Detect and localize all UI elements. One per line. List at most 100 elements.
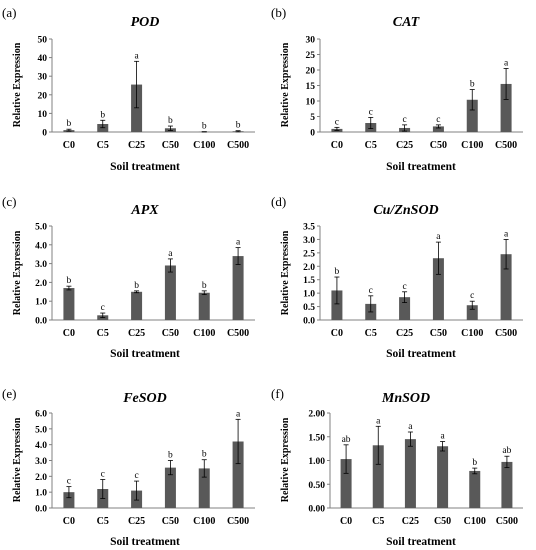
- significance-letter: b: [168, 116, 173, 126]
- significance-letter: a: [376, 416, 381, 426]
- significance-letter: b: [470, 80, 475, 90]
- x-tick-label: C25: [128, 328, 145, 339]
- x-tick-label: C25: [396, 328, 413, 339]
- bar: [63, 288, 75, 320]
- significance-letter: b: [168, 451, 173, 461]
- significance-letter: a: [236, 409, 241, 419]
- x-tick-label: C5: [97, 328, 109, 339]
- x-axis-label: Soil treatment: [110, 536, 180, 548]
- panel-label: (e): [2, 386, 16, 401]
- y-tick-label: 0.0: [303, 317, 315, 327]
- significance-letter: b: [335, 267, 340, 277]
- y-tick-label: 2.0: [35, 279, 47, 289]
- bar: [501, 461, 513, 508]
- bar: [500, 83, 512, 132]
- y-axis-label: Relative Expression: [12, 42, 23, 127]
- chart-panel-5: (e) FeSOD Relative Expression Soil treatmen…: [2, 386, 255, 548]
- x-tick-label: C25: [396, 140, 413, 151]
- significance-letter: c: [402, 115, 406, 125]
- y-tick-label: 15: [306, 82, 316, 92]
- y-tick-label: 50: [38, 36, 48, 46]
- x-tick-label: C50: [434, 516, 451, 527]
- bar: [131, 291, 143, 320]
- y-axis-label: Relative Expression: [280, 417, 291, 502]
- significance-letter: c: [470, 291, 474, 301]
- bar: [372, 445, 384, 508]
- bar: [466, 305, 478, 320]
- x-tick-label: C500: [496, 516, 518, 527]
- y-tick-label: 30: [38, 73, 48, 83]
- x-tick-label: C100: [193, 516, 215, 527]
- y-tick-label: 1.0: [35, 298, 47, 308]
- y-tick-label: 2.5: [303, 249, 315, 259]
- significance-letter: b: [202, 450, 207, 460]
- x-tick-label: C5: [365, 140, 377, 151]
- significance-letter: a: [436, 232, 441, 242]
- y-axis-label: Relative Expression: [280, 42, 291, 127]
- y-tick-label: 3.0: [35, 260, 47, 270]
- y-tick-label: 3.0: [303, 236, 315, 246]
- x-tick-label: C500: [227, 516, 249, 527]
- bar: [432, 126, 444, 132]
- chart-title: POD: [131, 15, 160, 30]
- x-axis-label: Soil treatment: [386, 348, 456, 360]
- y-tick-label: 0: [310, 129, 315, 139]
- y-tick-label: 0.0: [35, 317, 47, 327]
- bar: [232, 256, 244, 320]
- x-tick-label: C0: [331, 140, 343, 151]
- significance-letter: ab: [342, 435, 351, 445]
- x-tick-label: C0: [63, 516, 75, 527]
- x-tick-label: C50: [162, 516, 179, 527]
- bar: [466, 99, 478, 132]
- panel-label: (d): [271, 194, 286, 209]
- panel-label: (c): [2, 194, 16, 209]
- y-tick-label: 5.0: [35, 425, 47, 435]
- significance-letter: c: [67, 477, 71, 487]
- chart-title: Cu/ZnSOD: [373, 203, 438, 218]
- x-tick-label: C50: [162, 140, 179, 151]
- y-tick-label: 1.5: [303, 276, 315, 286]
- x-tick-label: C50: [430, 140, 447, 151]
- y-tick-label: 10: [306, 98, 316, 108]
- x-tick-label: C25: [128, 140, 145, 151]
- bar: [198, 468, 210, 508]
- bar: [131, 84, 143, 132]
- bar: [500, 254, 512, 320]
- x-tick-label: C5: [97, 140, 109, 151]
- x-tick-label: C500: [495, 328, 517, 339]
- bar: [340, 459, 352, 508]
- y-tick-label: 0.0: [35, 505, 47, 515]
- significance-letter: c: [369, 107, 373, 117]
- chart-title: CAT: [393, 15, 421, 30]
- bar: [232, 441, 244, 508]
- significance-letter: b: [202, 281, 207, 291]
- x-tick-label: C100: [193, 328, 215, 339]
- significance-letter: c: [335, 117, 339, 127]
- chart-title: FeSOD: [122, 391, 167, 406]
- bar: [164, 467, 176, 508]
- significance-letter: c: [369, 286, 373, 296]
- chart-panel-6: (f) MnSOD Relative Expression Soil treatmen…: [271, 386, 523, 548]
- y-tick-label: 2.00: [308, 410, 325, 420]
- significance-letter: b: [134, 281, 139, 291]
- y-tick-label: 3.0: [35, 457, 47, 467]
- x-tick-label: C0: [63, 140, 75, 151]
- chart-panel-4: (d) Cu/ZnSOD Relative Expression Soil treat…: [271, 194, 523, 360]
- x-tick-label: C100: [461, 140, 483, 151]
- y-tick-label: 40: [38, 54, 48, 64]
- x-tick-label: C5: [365, 328, 377, 339]
- y-tick-label: 20: [306, 67, 316, 77]
- y-tick-label: 25: [306, 51, 316, 61]
- x-tick-label: C0: [331, 328, 343, 339]
- y-axis-label: Relative Expression: [280, 230, 291, 315]
- significance-letter: a: [440, 432, 445, 442]
- significance-letter: a: [168, 249, 173, 259]
- y-tick-label: 5: [310, 113, 315, 123]
- significance-letter: c: [134, 471, 138, 481]
- y-tick-label: 5.0: [35, 223, 47, 233]
- significance-letter: a: [134, 51, 139, 61]
- significance-letter: a: [236, 238, 241, 248]
- bar: [432, 258, 444, 320]
- y-tick-label: 6.0: [35, 410, 47, 420]
